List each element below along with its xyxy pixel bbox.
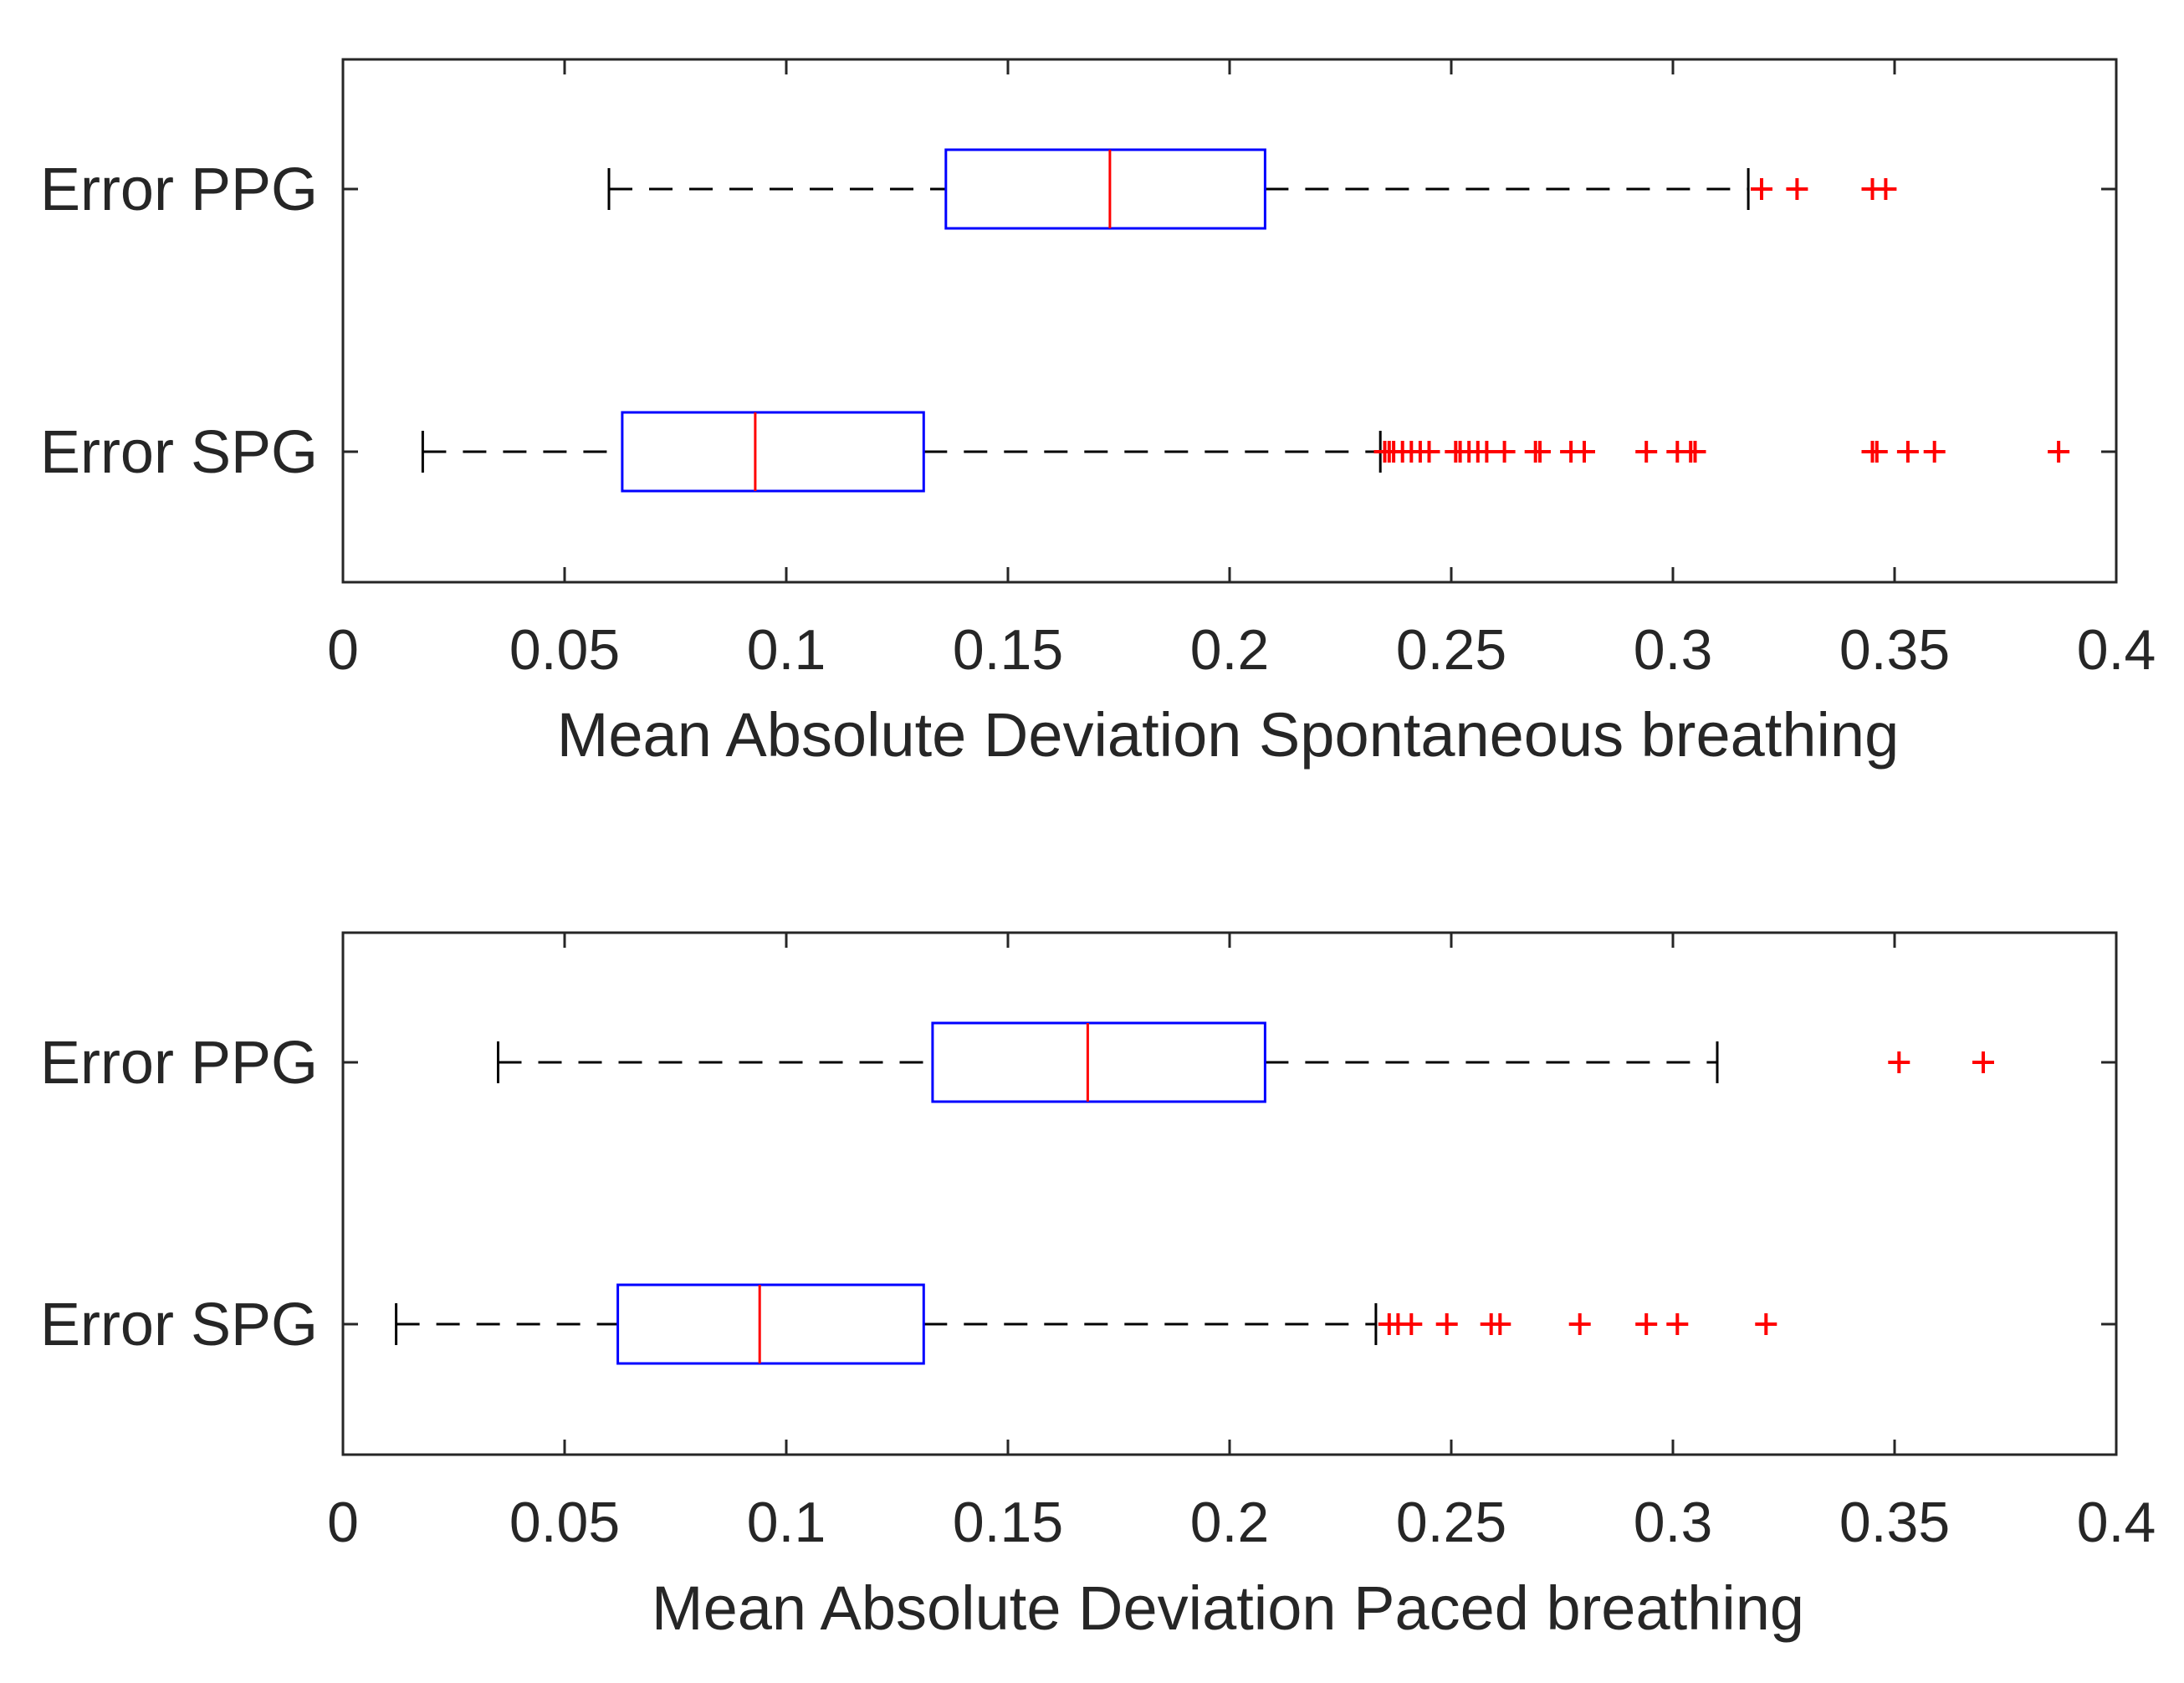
iqr-box	[931, 1021, 1266, 1103]
outlier-marker	[1529, 441, 1551, 463]
outlier-marker	[1400, 1313, 1423, 1335]
outlier-marker	[1435, 1313, 1458, 1335]
outlier-marker	[1923, 441, 1946, 463]
outlier-marker	[1684, 441, 1706, 463]
x-tick-label: 0	[327, 618, 359, 682]
x-tick-label: 0.3	[1634, 618, 1713, 682]
outlier-marker	[1888, 1051, 1910, 1073]
x-tick-label: 0	[327, 1491, 359, 1554]
x-tick-label: 0.25	[1396, 1491, 1506, 1554]
box-error-spg	[421, 411, 2070, 493]
x-tick-label: 0.35	[1839, 618, 1950, 682]
bottom-boxes	[395, 1021, 1994, 1365]
outlier-marker	[2048, 441, 2070, 463]
top-x-ticks: 0 0.05 0.1 0.15 0.2 0.25 0.3 0.35 0.4	[327, 59, 2156, 682]
x-tick-label: 0.4	[2077, 1491, 2156, 1554]
outlier-marker	[1865, 441, 1888, 463]
iqr-box	[616, 1283, 925, 1365]
outlier-marker	[1755, 1313, 1777, 1335]
bottom-x-axis-title: Mean Absolute Deviation Paced breathing	[652, 1573, 1804, 1643]
x-tick-label: 0.25	[1396, 618, 1506, 682]
outlier-marker	[1573, 441, 1595, 463]
x-tick-label: 0.15	[953, 1491, 1063, 1554]
x-tick-label: 0.2	[1190, 618, 1270, 682]
iqr-box	[944, 148, 1266, 230]
x-tick-label: 0.3	[1634, 1491, 1713, 1554]
box-error-spg	[395, 1283, 1777, 1365]
outlier-marker	[1786, 178, 1808, 200]
x-tick-label: 0.05	[509, 618, 620, 682]
outlier-marker	[1635, 1313, 1658, 1335]
bottom-category-label-spg: Error SPG	[40, 1292, 318, 1358]
box-error-ppg	[607, 148, 1897, 230]
x-tick-label: 0.4	[2077, 618, 2156, 682]
outlier-marker	[1751, 178, 1772, 200]
bottom-x-ticks: 0 0.05 0.1 0.15 0.2 0.25 0.3 0.35 0.4	[327, 933, 2156, 1554]
outlier-marker	[1972, 1051, 1994, 1073]
top-x-axis-title: Mean Absolute Deviation Spontaneous brea…	[557, 700, 1899, 770]
bottom-category-label-ppg: Error PPG	[40, 1030, 318, 1097]
box-error-ppg	[497, 1021, 1994, 1103]
top-panel: 0 0.05 0.1 0.15 0.2 0.25 0.3 0.35 0.4 Error PPG …	[40, 58, 2156, 770]
outlier-marker	[1635, 441, 1658, 463]
x-tick-label: 0.35	[1839, 1491, 1950, 1554]
outlier-marker	[1666, 1313, 1689, 1335]
x-tick-label: 0.05	[509, 1491, 620, 1554]
iqr-box	[621, 411, 925, 493]
bottom-panel: 0 0.05 0.1 0.15 0.2 0.25 0.3 0.35 0.4 Error PPG …	[40, 931, 2156, 1643]
outlier-marker	[1896, 441, 1919, 463]
top-category-label-spg: Error SPG	[40, 419, 318, 486]
outlier-marker	[1418, 441, 1440, 463]
outlier-marker	[1493, 441, 1516, 463]
outlier-marker	[1489, 1313, 1511, 1335]
x-tick-label: 0.1	[747, 1491, 826, 1554]
top-boxes	[421, 148, 2070, 493]
x-tick-label: 0.15	[953, 618, 1063, 682]
x-tick-label: 0.1	[747, 618, 826, 682]
x-tick-label: 0.2	[1190, 1491, 1270, 1554]
outlier-marker	[1875, 178, 1897, 200]
outlier-marker	[1568, 1313, 1591, 1335]
top-category-label-ppg: Error PPG	[40, 156, 318, 223]
